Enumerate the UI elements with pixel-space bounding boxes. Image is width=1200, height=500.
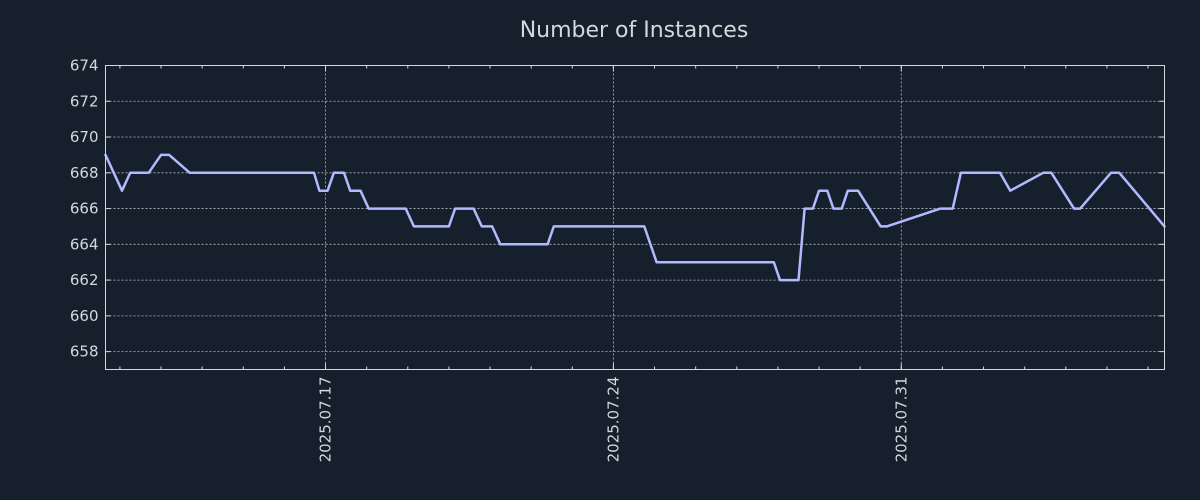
y-tick-label: 670 xyxy=(70,128,99,146)
y-tick-label: 666 xyxy=(70,200,99,218)
y-tick-label: 668 xyxy=(70,164,99,182)
y-tick-label: 672 xyxy=(70,92,99,110)
x-tick-label: 2025.07.24 xyxy=(604,377,622,463)
y-axis: 658 660 662 664 666 668 670 672 674 xyxy=(70,57,1165,361)
plot-frame xyxy=(105,65,1165,370)
y-tick-label: 662 xyxy=(70,271,99,289)
plot-area xyxy=(104,153,1166,282)
y-tick-label: 658 xyxy=(70,343,99,361)
y-tick-label: 674 xyxy=(70,57,99,75)
y-tick-label: 664 xyxy=(70,235,99,253)
x-tick-label: 2025.07.17 xyxy=(317,377,335,463)
series-line-instances xyxy=(104,153,1166,282)
grid xyxy=(105,65,1165,370)
x-tick-label: 2025.07.31 xyxy=(892,377,910,463)
x-axis: 2025.07.17 2025.07.24 2025.07.31 xyxy=(119,65,1149,463)
chart-title: Number of Instances xyxy=(520,18,749,43)
y-tick-label: 660 xyxy=(70,307,99,325)
